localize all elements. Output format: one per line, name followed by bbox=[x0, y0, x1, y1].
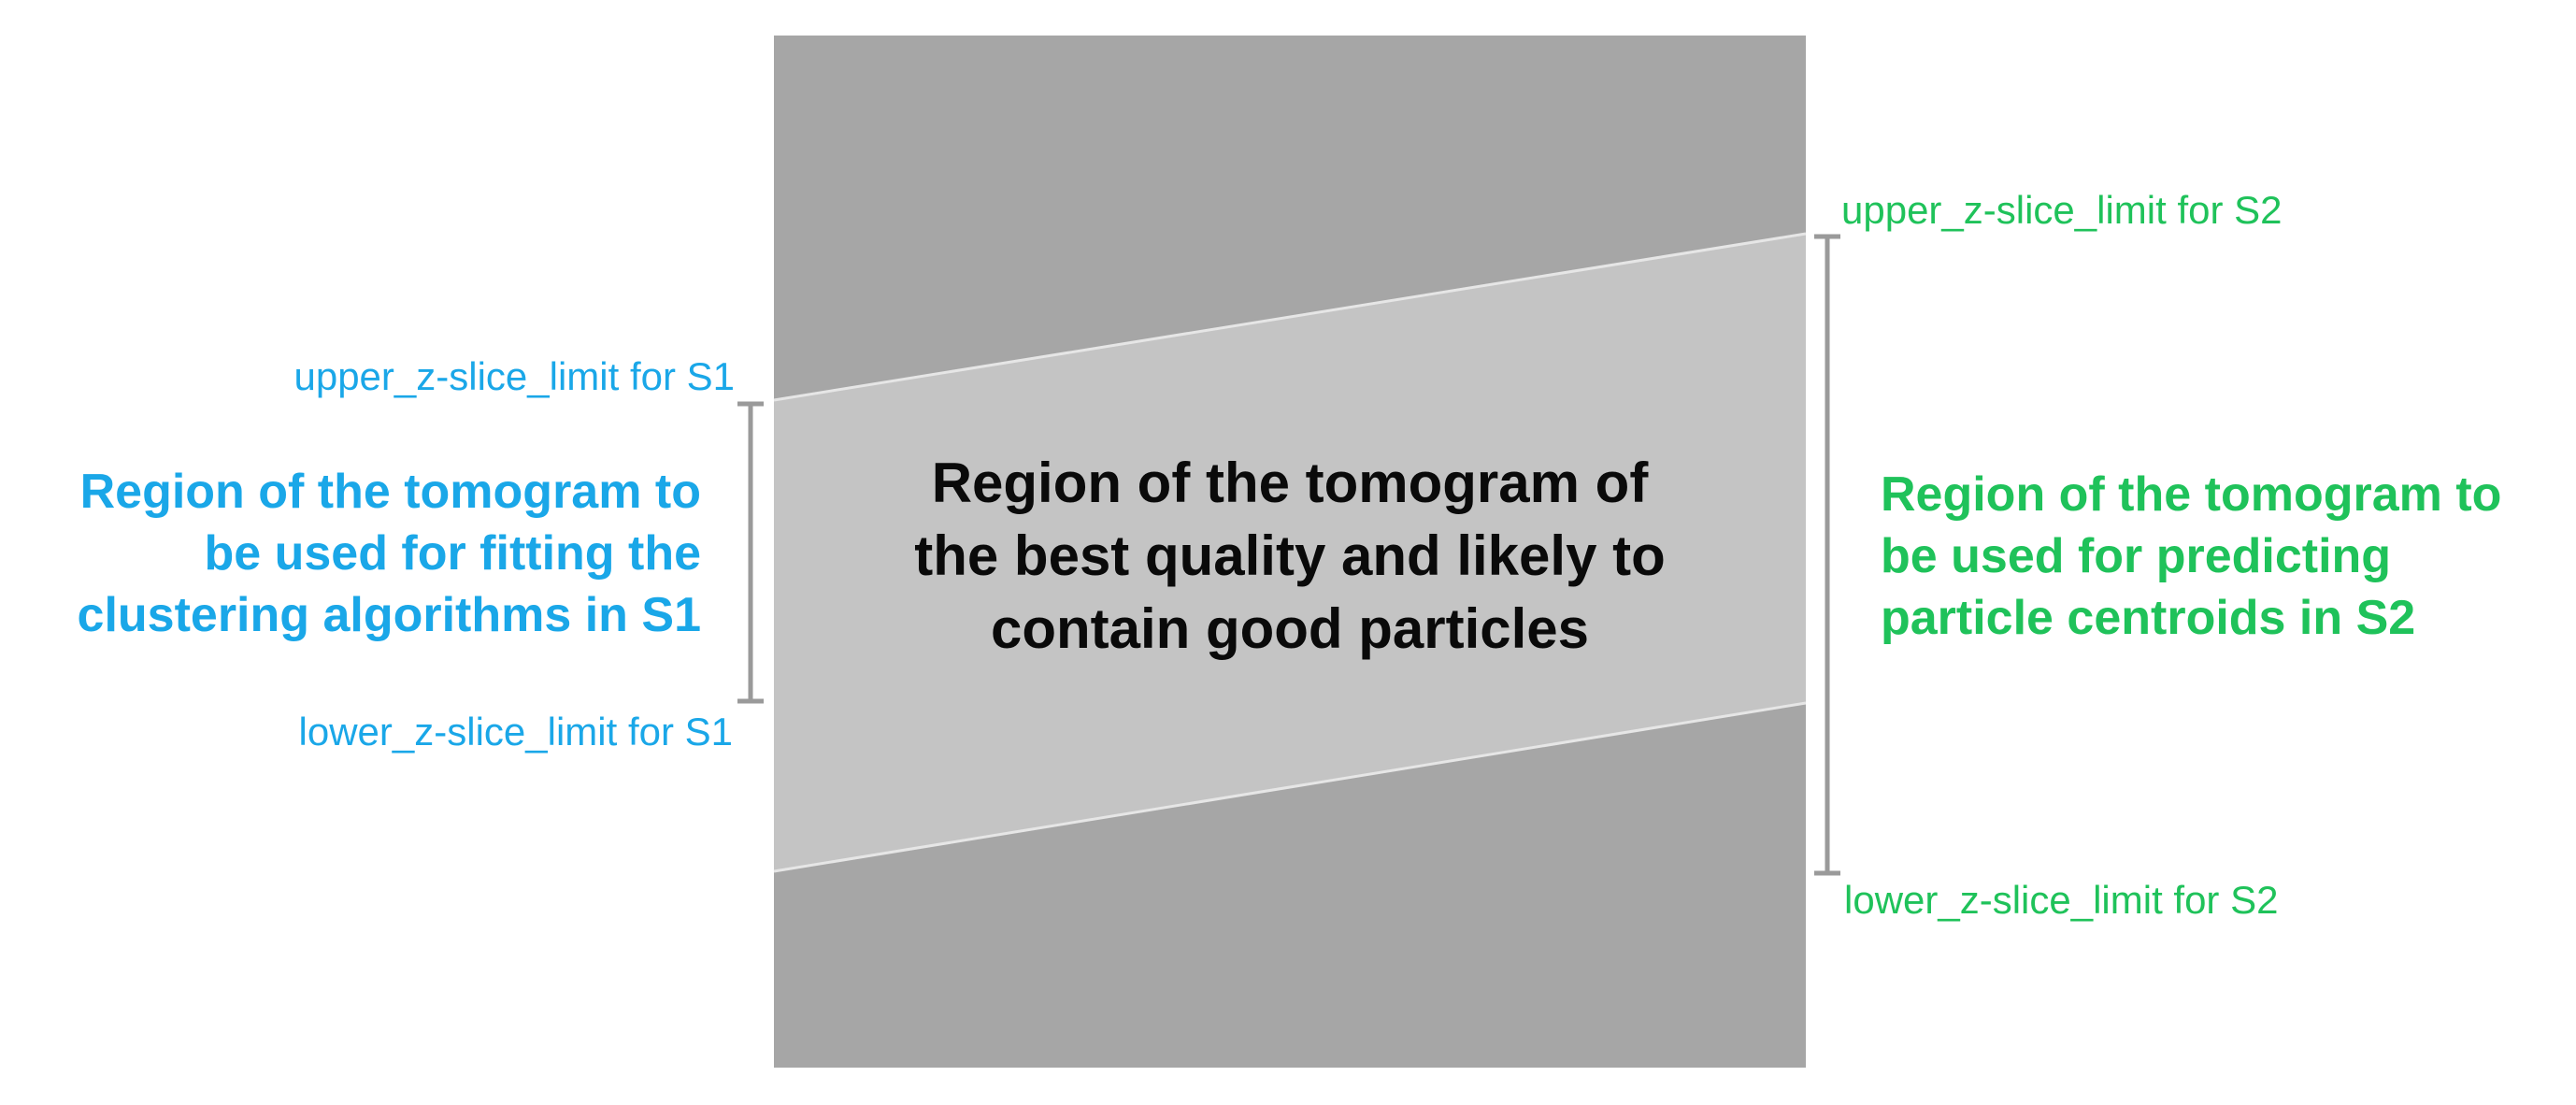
s1-upper-limit-label: upper_z-slice_limit for S1 bbox=[293, 354, 735, 398]
band-lower-edge bbox=[773, 701, 1807, 873]
s2-lower-limit-label: lower_z-slice_limit for S2 bbox=[1844, 878, 2279, 922]
s1-lower-limit-label: lower_z-slice_limit for S1 bbox=[298, 710, 733, 753]
s1-range-bracket bbox=[737, 401, 764, 704]
s2-range-bracket bbox=[1814, 234, 1840, 876]
band-upper-edge bbox=[773, 232, 1807, 402]
center-region-label: Region of the tomogram of the best quali… bbox=[914, 452, 1666, 660]
best-quality-region bbox=[774, 234, 1806, 871]
s2-upper-limit-label: upper_z-slice_limit for S2 bbox=[1841, 188, 2283, 232]
s2-region-label: Region of the tomogram to be used for pr… bbox=[1881, 467, 2502, 645]
s1-region-label: Region of the tomogram to be used for fi… bbox=[77, 465, 701, 642]
